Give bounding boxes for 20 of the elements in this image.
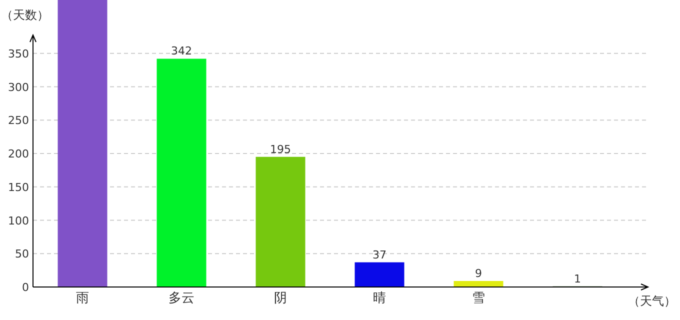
y-tick-label: 300 (8, 80, 29, 94)
x-tick-label: 多云 (168, 291, 194, 306)
data-label: 195 (270, 142, 291, 156)
data-label: 1 (574, 272, 581, 286)
data-label: 37 (372, 248, 386, 262)
x-tick-label: 雪 (472, 291, 485, 306)
y-tick-label: 0 (22, 281, 29, 294)
x-tick-label: 晴 (373, 291, 386, 306)
x-axis-title: （天气） (628, 294, 676, 308)
y-tick-label: 200 (8, 148, 29, 161)
y-tick-label: 250 (8, 114, 29, 128)
y-axis-title: （天数） (1, 8, 49, 22)
data-label: 9 (475, 266, 482, 280)
x-tick-label: 阴 (274, 291, 287, 306)
y-tick-label: 50 (15, 248, 29, 261)
data-label: 342 (171, 44, 192, 58)
y-tick-label: 350 (8, 47, 29, 60)
y-tick-label: 150 (8, 180, 29, 194)
x-tick-label: 雨 (76, 291, 89, 306)
y-tick-label: 100 (8, 214, 29, 228)
